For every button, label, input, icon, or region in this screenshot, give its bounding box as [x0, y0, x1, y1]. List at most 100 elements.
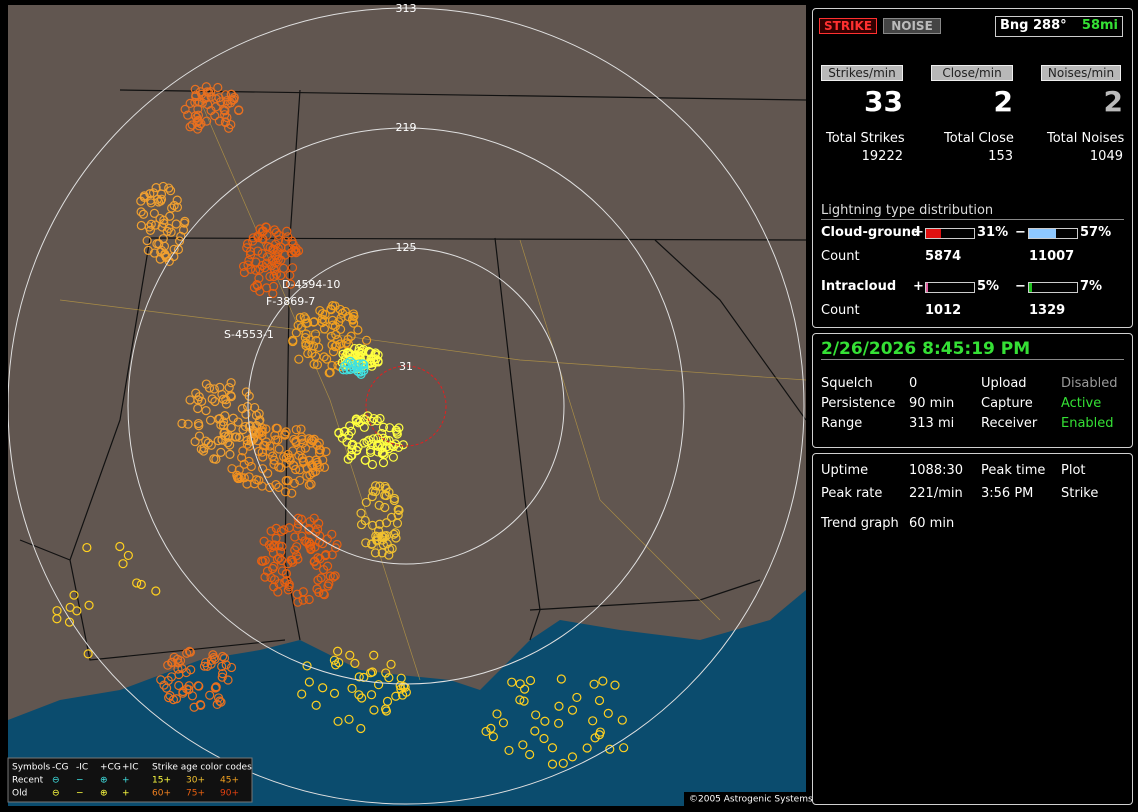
strike-symbol — [336, 313, 346, 323]
strike-symbol — [326, 304, 336, 314]
strike-symbol — [163, 660, 173, 670]
strike-symbol — [381, 706, 392, 716]
setting-cell: Upload — [981, 376, 1027, 391]
roads — [59, 99, 806, 681]
strike-symbol — [329, 688, 340, 698]
strike-symbol — [241, 409, 251, 419]
strike-symbol — [220, 411, 230, 421]
range-rings — [8, 7, 805, 805]
strike-symbol — [572, 692, 582, 703]
strike-symbol — [525, 749, 535, 760]
strike-symbol — [261, 258, 272, 268]
strike-symbol — [271, 480, 281, 490]
strike-symbol — [242, 435, 252, 446]
strike-symbol — [288, 460, 299, 471]
rate-value: 2 — [1103, 85, 1123, 118]
setting-cell: Capture — [981, 396, 1033, 411]
strike-symbol — [373, 433, 383, 443]
strike-symbol — [396, 684, 406, 694]
strike-symbol — [369, 705, 379, 715]
strike-symbol — [272, 423, 282, 434]
strike-symbol — [347, 445, 357, 455]
legend-box — [7, 757, 253, 803]
strike-symbol — [388, 441, 399, 452]
rate-header: Noises/min — [1041, 65, 1121, 81]
total-value: 19222 — [861, 149, 903, 164]
strike-symbol — [259, 536, 269, 546]
strike-symbol — [353, 325, 363, 335]
strike-symbol — [346, 331, 356, 341]
legend-cell: + — [122, 789, 130, 799]
strike-symbol — [288, 336, 298, 347]
setting-cell: 0 — [909, 376, 918, 391]
sign: − — [1015, 225, 1026, 240]
stat-cell: Peak rate — [821, 486, 883, 501]
strike-symbol — [173, 664, 183, 674]
strike-symbol — [244, 456, 254, 466]
strike-symbol — [498, 718, 509, 728]
strike-symbol — [253, 246, 263, 256]
strike-symbol — [193, 418, 204, 429]
strike-symbol — [327, 529, 337, 539]
strike-symbol — [282, 226, 292, 236]
strike-symbol — [132, 578, 142, 588]
strike-symbol — [289, 478, 299, 489]
divider — [821, 359, 1124, 360]
strike-symbol — [206, 105, 216, 116]
strike-symbol — [375, 413, 385, 424]
strike-symbol — [368, 486, 378, 496]
strike-symbol — [337, 433, 347, 443]
strike-symbol — [65, 602, 75, 612]
legend-header: Symbols — [12, 763, 51, 773]
strike-symbol — [381, 518, 392, 528]
strike-symbol — [213, 82, 223, 93]
strike-symbol — [331, 660, 341, 670]
strike-symbol — [346, 426, 356, 436]
legend-cell: 75+ — [186, 789, 205, 799]
strike-symbol — [387, 440, 397, 450]
strike-symbol — [295, 475, 305, 486]
strike-symbol — [281, 568, 291, 579]
strike-symbol — [274, 444, 284, 454]
strike-symbol — [361, 335, 372, 345]
storm-label: F-3869-7 — [266, 295, 315, 308]
strike-symbol — [241, 387, 251, 397]
sign: − — [1015, 279, 1026, 294]
strike-symbol — [204, 383, 215, 393]
setting-cell: 90 min — [909, 396, 955, 411]
sign: + — [913, 225, 924, 240]
strike-symbol — [359, 672, 369, 682]
strike-symbol — [346, 451, 356, 461]
strike-symbol — [397, 690, 408, 700]
strike-symbol — [394, 505, 404, 516]
strike-symbol — [290, 532, 300, 542]
strike-symbol — [567, 752, 578, 762]
strike-symbol — [190, 84, 200, 94]
strike-symbol — [221, 399, 232, 409]
strike-symbol — [123, 550, 133, 561]
settings-panel: 2/26/2026 8:45:19 PM Squelch 0 Upload Disab… — [812, 333, 1133, 448]
strike-symbol — [311, 455, 321, 465]
legend-cell: ⊖ — [52, 776, 60, 786]
legend-cell: + — [122, 776, 130, 786]
setting-cell: Disabled — [1061, 376, 1118, 391]
strike-symbol — [341, 338, 351, 348]
strike-symbol — [330, 543, 341, 553]
strike-symbol — [319, 324, 330, 334]
strike-symbol — [178, 688, 188, 698]
strike-symbol — [230, 432, 240, 442]
strike-symbol — [321, 447, 331, 457]
strike-symbol — [331, 330, 341, 340]
strike-symbol — [329, 655, 339, 665]
strike-symbol — [273, 435, 283, 445]
strike-symbol — [222, 112, 232, 123]
stat-cell: Plot — [1061, 463, 1086, 478]
strike-symbol — [149, 248, 160, 258]
strike-symbol — [324, 579, 334, 589]
strike-symbol — [272, 253, 282, 263]
strike-symbol — [305, 516, 315, 527]
strike-symbol — [309, 359, 319, 369]
strike-symbol — [138, 209, 149, 219]
strike-symbol — [219, 105, 229, 115]
strike-symbol — [354, 690, 364, 700]
